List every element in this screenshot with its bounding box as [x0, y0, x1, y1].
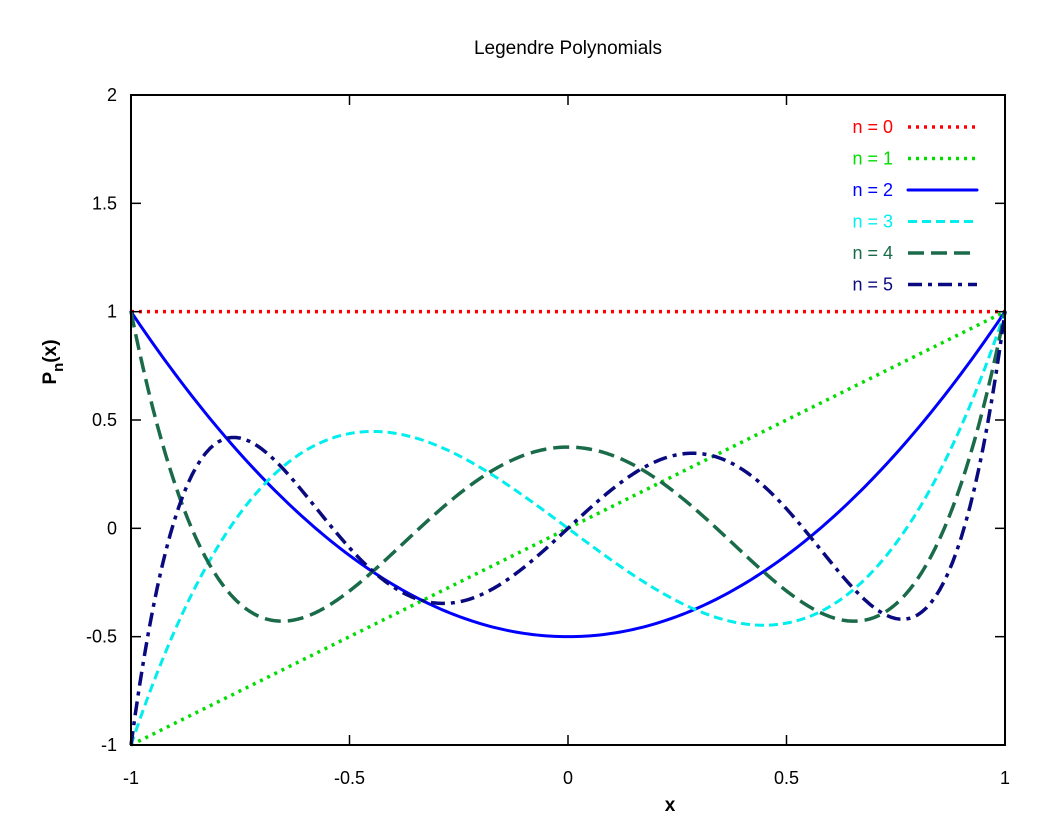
x-tick-label: -0.5 — [334, 768, 365, 788]
y-tick-label: -0.5 — [86, 627, 117, 647]
y-axis-label: Pn(x) — [40, 339, 67, 384]
series-line-n4 — [129, 311, 1007, 623]
legend-label-n5: n = 5 — [852, 275, 893, 295]
y-axis-label-argument: (x) — [40, 339, 61, 362]
chart-title: Legendre Polynomials — [474, 38, 662, 59]
series-line-n5 — [129, 311, 1007, 746]
legend-label-n0: n = 0 — [852, 117, 893, 137]
y-tick-label: 2 — [107, 85, 117, 105]
y-tick-label: 1.5 — [92, 193, 117, 213]
y-tick-label: 1 — [107, 302, 117, 322]
series-line-n1 — [130, 310, 1006, 747]
y-tick-label: 0 — [107, 518, 117, 538]
legend-label-n2: n = 2 — [852, 180, 893, 200]
y-tick-label: 0.5 — [92, 410, 117, 430]
axis-ticks: -1 -0.5 0 0.5 1 -1 -0.5 0 0.5 1 1.5 2 — [86, 85, 1010, 788]
x-tick-label: 1 — [1000, 768, 1010, 788]
series-line-n2 — [129, 310, 1007, 639]
legend: n = 0 n = 1 n = 2 n = 3 n = 4 n = 5 — [852, 117, 979, 295]
x-tick-label: 0 — [563, 768, 573, 788]
y-tick-label: -1 — [101, 735, 117, 755]
y-axis-label-main: P — [40, 372, 61, 385]
x-axis-label: x — [665, 795, 676, 816]
legend-label-n4: n = 4 — [852, 243, 893, 263]
x-tick-label: 0.5 — [774, 768, 799, 788]
y-axis-label-subscript: n — [50, 363, 67, 372]
series-line-n3 — [129, 311, 1007, 746]
legend-label-n3: n = 3 — [852, 212, 893, 232]
series-group — [129, 309, 1007, 747]
legend-label-n1: n = 1 — [852, 149, 893, 169]
x-tick-label: -1 — [123, 768, 139, 788]
